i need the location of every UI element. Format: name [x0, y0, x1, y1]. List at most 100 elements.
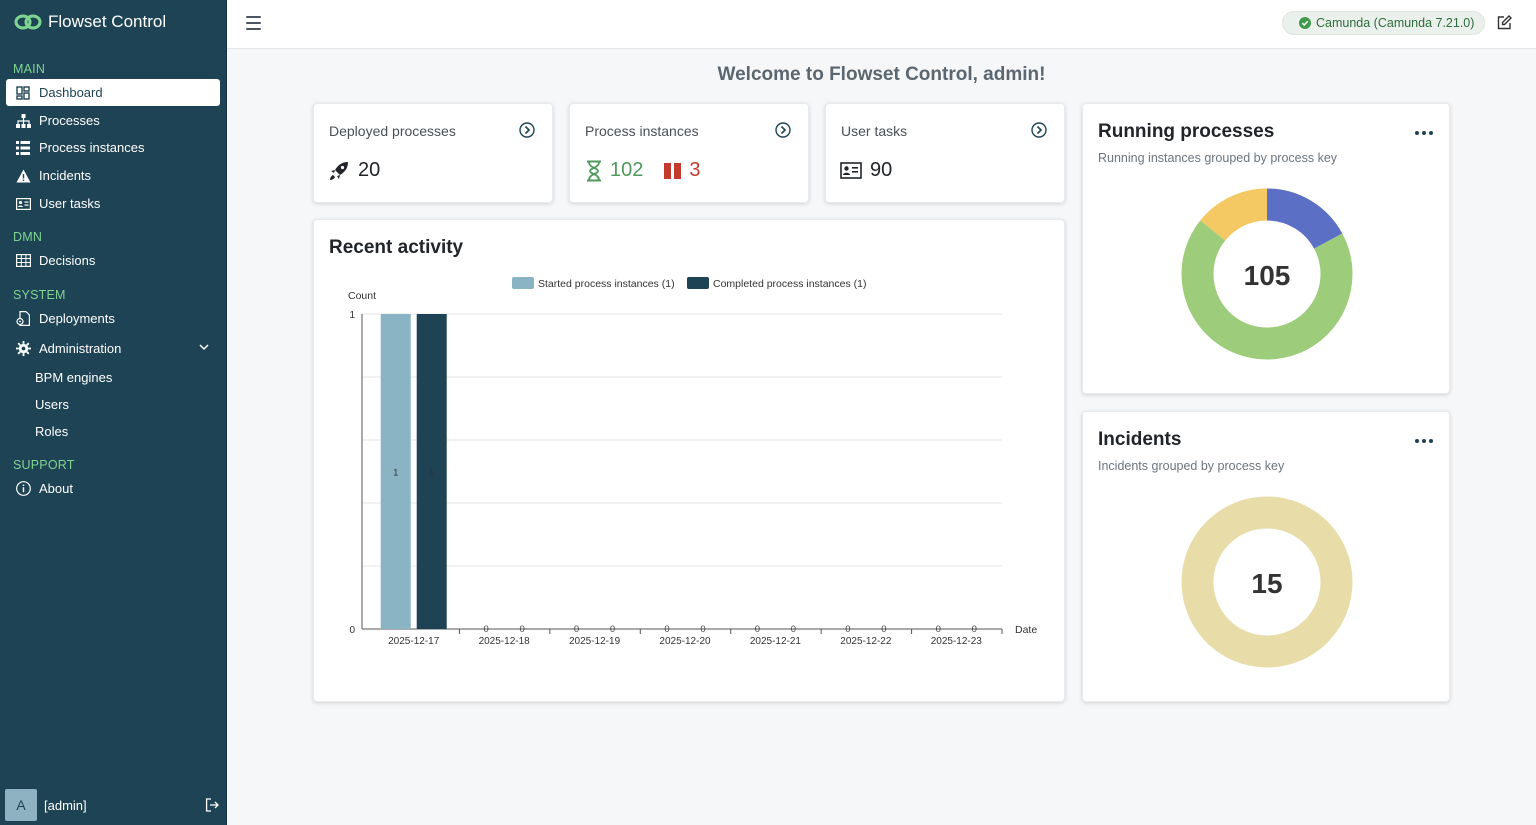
bar-data-label: 0 [519, 624, 524, 635]
bar [380, 314, 411, 629]
process-instances-card: Process instances 102 3 [569, 103, 809, 203]
x-tick-label: 2025-12-23 [931, 636, 983, 647]
x-tick-label: 2025-12-20 [659, 636, 711, 647]
stat-row: 90 [840, 159, 892, 182]
app-name: Flowset Control [48, 12, 167, 31]
sidebar-item-label: Decisions [39, 253, 96, 268]
sidebar-subitem-roles[interactable]: Roles [35, 424, 69, 439]
donut-slice[interactable] [1181, 188, 1353, 360]
pause-icon [664, 162, 682, 179]
sidebar-item-label: User tasks [39, 196, 101, 211]
legend-label-completed: Completed process instances (1) [713, 278, 867, 290]
bar-data-label: 1 [393, 468, 398, 479]
card-title: Recent activity [329, 237, 464, 258]
running-processes-donut: 105 [1181, 188, 1353, 360]
sidebar-item-label: Deployments [39, 311, 115, 326]
sidebar-item-label: Dashboard [39, 85, 103, 100]
legend-swatch-started[interactable] [512, 277, 534, 289]
flowset-logo-icon [14, 14, 42, 30]
deploy-file-icon [15, 311, 31, 327]
card-title: Deployed processes [329, 123, 456, 139]
arrow-circle-right-icon[interactable] [1031, 122, 1047, 143]
dashboard-icon [15, 85, 31, 101]
bar [416, 314, 447, 629]
donut-total: 105 [1244, 260, 1291, 291]
x-tick-label: 2025-12-17 [388, 636, 440, 647]
recent-activity-card: Recent activity Started process instance… [313, 219, 1065, 702]
section-main: MAIN [13, 62, 46, 76]
engine-status-badge[interactable]: Camunda (Camunda 7.21.0) [1282, 11, 1486, 35]
sidebar-item-processes[interactable]: Processes [6, 107, 220, 134]
sidebar-item-about[interactable]: About [6, 475, 220, 502]
section-system: SYSTEM [13, 288, 66, 302]
avatar[interactable]: A [5, 789, 37, 821]
bar-data-label: 0 [845, 624, 850, 635]
legend-swatch-completed[interactable] [687, 277, 709, 289]
bar-data-label: 0 [610, 624, 615, 635]
card-subtitle: Incidents grouped by process key [1098, 459, 1285, 473]
y-tick-label: 0 [349, 625, 355, 636]
sidebar-item-label: Administration [39, 341, 122, 356]
warning-icon [15, 168, 31, 184]
incidents-donut: 15 [1181, 496, 1353, 668]
running-processes-card: Running processes Running instances grou… [1082, 103, 1450, 394]
x-axis-label: Date [1015, 624, 1037, 636]
sidebar-item-process-instances[interactable]: Process instances [6, 134, 220, 161]
user-tasks-card: User tasks 90 [825, 103, 1065, 203]
deployed-count: 20 [358, 159, 381, 181]
y-tick-label: 1 [349, 310, 355, 321]
donut-slice[interactable] [1181, 188, 1353, 360]
donut-slice[interactable] [1181, 496, 1353, 668]
table-icon [15, 253, 31, 269]
bar-data-label: 0 [936, 624, 941, 635]
sidebar-subitem-users[interactable]: Users [35, 397, 69, 412]
sidebar: Flowset Control MAIN Dashboard Processes… [0, 0, 227, 825]
suspended-instances-count: 3 [689, 159, 701, 181]
bar-data-label: 0 [483, 624, 488, 635]
card-subtitle: Running instances grouped by process key [1098, 151, 1338, 165]
section-dmn: DMN [13, 230, 43, 244]
more-options-icon[interactable] [1415, 439, 1433, 443]
card-title: User tasks [841, 123, 908, 139]
card-title: Process instances [585, 123, 699, 139]
user-tasks-count: 90 [870, 159, 893, 181]
chevron-down-icon[interactable] [198, 341, 210, 356]
top-bar: Camunda (Camunda 7.21.0) [227, 0, 1536, 49]
menu-toggle-icon[interactable] [246, 16, 261, 30]
sidebar-item-deployments[interactable]: Deployments [6, 305, 220, 332]
bar-data-label: 0 [700, 624, 705, 635]
sidebar-item-decisions[interactable]: Decisions [6, 247, 220, 274]
sidebar-item-administration[interactable]: Administration [6, 335, 220, 362]
welcome-title: Welcome to Flowset Control, admin! [717, 64, 1046, 85]
y-axis-label: Count [348, 290, 376, 302]
section-support: SUPPORT [13, 458, 75, 472]
stat-row: 102 3 [584, 159, 701, 182]
sidebar-item-label: Processes [39, 113, 100, 128]
donut-total: 15 [1251, 568, 1282, 599]
brand[interactable]: Flowset Control [14, 12, 166, 32]
bar-data-label: 0 [574, 624, 579, 635]
arrow-circle-right-icon[interactable] [775, 122, 791, 143]
more-options-icon[interactable] [1415, 131, 1433, 135]
engine-name: Camunda (Camunda 7.21.0) [1316, 16, 1475, 30]
info-icon [15, 481, 31, 497]
sidebar-item-user-tasks[interactable]: User tasks [6, 190, 220, 217]
edit-icon[interactable] [1497, 15, 1512, 35]
sidebar-item-dashboard[interactable]: Dashboard [6, 79, 220, 106]
arrow-circle-right-icon[interactable] [519, 122, 535, 143]
sidebar-item-label: About [39, 481, 73, 496]
logout-icon[interactable] [205, 798, 219, 817]
running-instances-count: 102 [610, 159, 644, 181]
id-card-icon [15, 196, 31, 212]
sidebar-item-incidents[interactable]: Incidents [6, 162, 220, 189]
bar-data-label: 0 [664, 624, 669, 635]
list-icon [15, 140, 31, 156]
user-profile: A [admin] [5, 789, 223, 821]
sidebar-subitem-bpm-engines[interactable]: BPM engines [35, 370, 113, 385]
bar-data-label: 0 [791, 624, 796, 635]
bar-data-label: 0 [755, 624, 760, 635]
sidebar-item-label: Incidents [39, 168, 92, 183]
card-title: Incidents [1098, 429, 1182, 450]
rocket-icon [330, 161, 348, 180]
recent-activity-chart: Started process instances (1) Completed … [348, 277, 1037, 647]
